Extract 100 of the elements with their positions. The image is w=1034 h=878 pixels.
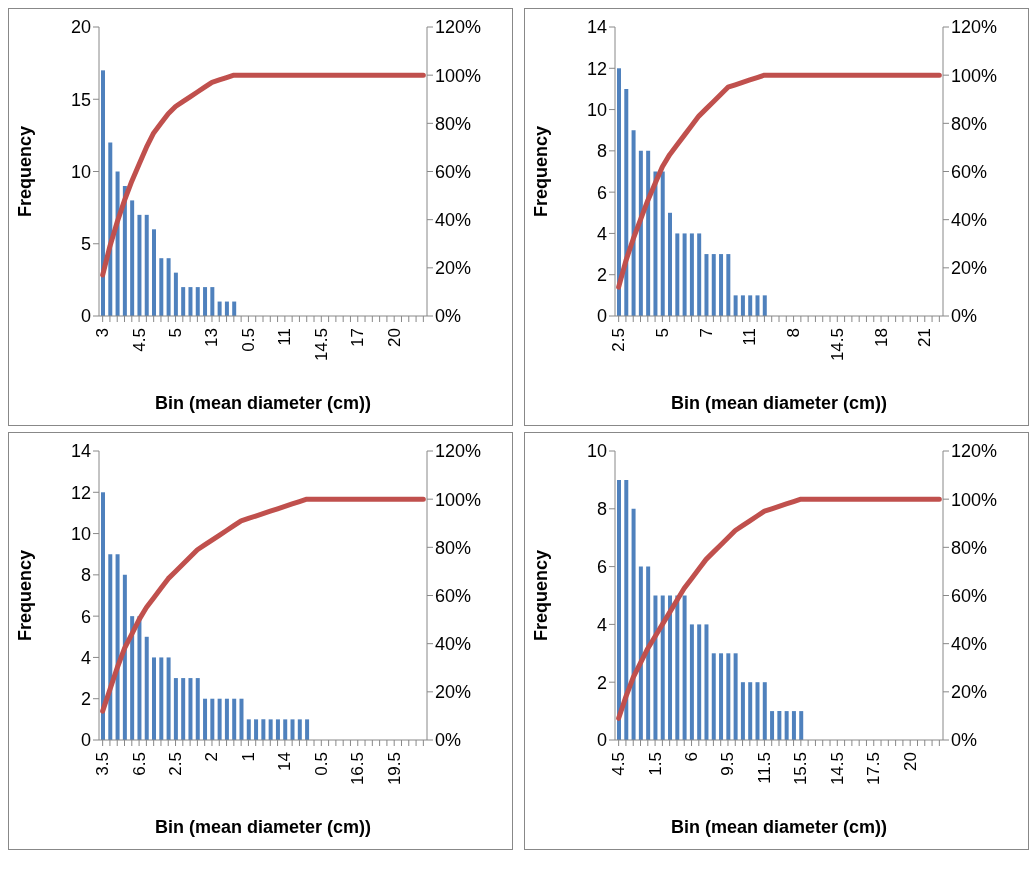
bar	[668, 595, 673, 740]
bar	[166, 657, 171, 740]
y2-tick-label: 120%	[435, 17, 482, 38]
bar	[152, 657, 157, 740]
bar	[224, 698, 229, 740]
bar	[195, 678, 200, 740]
bar	[748, 682, 753, 740]
bar	[719, 254, 724, 316]
bar	[697, 624, 702, 740]
x-tick-label: 2	[202, 752, 222, 762]
y-tick-label: 5	[80, 234, 91, 255]
y-axis-title: Frequency	[531, 549, 552, 642]
bar	[203, 698, 208, 740]
y-tick-label: 10	[70, 161, 91, 182]
bar	[290, 719, 295, 740]
x-tick-label: 17	[348, 328, 368, 347]
x-tick-label: 6.5	[129, 752, 149, 776]
bar	[122, 574, 127, 740]
x-tick-label: 11	[740, 328, 760, 346]
y-tick-label: 12	[70, 482, 91, 503]
bar	[638, 566, 643, 740]
bar	[660, 595, 665, 740]
bar	[232, 301, 237, 316]
y2-tick-label: 120%	[951, 441, 998, 462]
x-tick-label: 17.5	[864, 752, 884, 786]
bar	[203, 287, 208, 316]
x-tick-label: 0.5	[311, 752, 331, 776]
y2-tick-label: 60%	[951, 161, 988, 182]
x-tick-label: 14.5	[311, 328, 331, 362]
y-tick-label: 2	[80, 689, 91, 710]
x-tick-label: 1.5	[645, 752, 665, 776]
x-tick-label: 4.5	[609, 752, 629, 776]
bar	[740, 682, 745, 740]
x-tick-label: 1	[238, 752, 258, 762]
bar	[108, 554, 113, 740]
bar	[617, 68, 621, 316]
y2-tick-label: 40%	[435, 210, 472, 231]
y2-tick-label: 60%	[951, 585, 988, 606]
y2-tick-label: 0%	[951, 730, 978, 751]
y-tick-label: 8	[596, 141, 607, 162]
bar	[675, 233, 680, 316]
bar	[777, 711, 782, 740]
y2-tick-label: 80%	[951, 113, 988, 134]
y-tick-label: 0	[80, 306, 91, 327]
bar	[719, 653, 724, 740]
y-tick-label: 4	[596, 223, 607, 244]
x-tick-label: 14	[275, 752, 295, 771]
y-tick-label: 14	[586, 17, 607, 38]
y2-tick-label: 40%	[951, 210, 988, 231]
y2-tick-label: 0%	[951, 306, 978, 327]
bar	[261, 719, 266, 740]
bar	[275, 719, 280, 740]
bar	[144, 636, 149, 740]
y2-tick-label: 120%	[951, 17, 998, 38]
y-tick-label: 0	[596, 306, 607, 327]
x-tick-label: 3.5	[93, 752, 113, 776]
bar	[624, 479, 629, 740]
x-tick-label: 18	[871, 328, 891, 347]
bar	[682, 595, 687, 740]
bar	[755, 295, 760, 316]
bar	[646, 150, 651, 316]
y-axis-title: Frequency	[531, 125, 552, 218]
bar	[159, 657, 164, 740]
y2-tick-label: 60%	[435, 585, 472, 606]
bar	[711, 254, 716, 316]
bar	[101, 492, 105, 740]
bar	[791, 711, 796, 740]
y2-tick-label: 100%	[435, 489, 482, 510]
x-tick-label: 8	[784, 328, 804, 338]
y-tick-label: 4	[596, 614, 607, 635]
bar	[166, 258, 171, 316]
bar	[130, 616, 135, 740]
bar	[668, 212, 673, 316]
bar	[217, 301, 222, 316]
bar	[762, 295, 767, 316]
y-tick-label: 8	[80, 565, 91, 586]
x-tick-label: 9.5	[718, 752, 738, 776]
bar	[173, 678, 178, 740]
y2-tick-label: 100%	[435, 65, 482, 86]
x-axis-title: Bin (mean diameter (cm))	[154, 393, 372, 413]
bar	[631, 130, 636, 316]
bar	[733, 295, 738, 316]
x-tick-label: 20	[384, 328, 404, 347]
bar	[195, 287, 200, 316]
bar	[682, 233, 687, 316]
y-tick-label: 4	[80, 647, 91, 668]
bar	[115, 554, 120, 740]
bar	[173, 272, 178, 316]
y-tick-label: 6	[80, 606, 91, 627]
y2-tick-label: 80%	[435, 113, 472, 134]
x-axis-title: Bin (mean diameter (cm))	[670, 393, 888, 413]
y-tick-label: 20	[70, 17, 91, 38]
bar	[697, 233, 702, 316]
y2-tick-label: 60%	[435, 161, 472, 182]
bar	[130, 200, 135, 316]
bar	[101, 70, 105, 316]
bar	[210, 698, 215, 740]
bar	[784, 711, 789, 740]
bar	[239, 698, 244, 740]
bar	[224, 301, 229, 316]
